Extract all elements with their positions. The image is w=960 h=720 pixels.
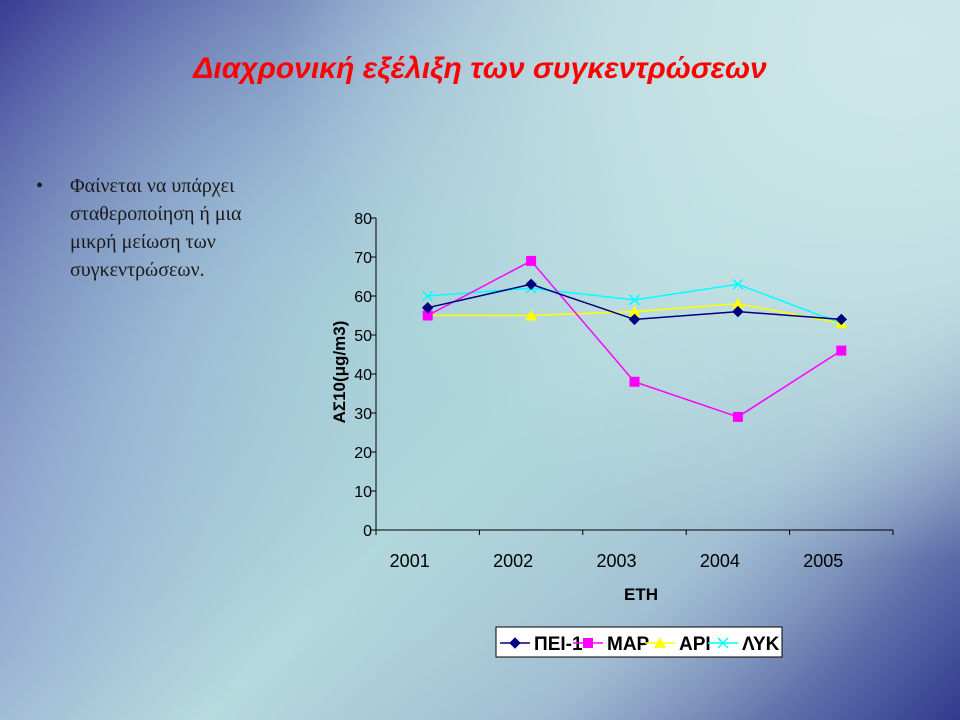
legend-label: ΠΕΙ-1 (534, 634, 583, 655)
x-tick-label: 2002 (493, 551, 533, 571)
data-point (835, 313, 848, 326)
x-tick-label: 2005 (803, 551, 843, 571)
data-point (732, 305, 744, 318)
bullet-list: • Φαίνεται να υπάρχει σταθεροποίηση ή μι… (36, 172, 286, 284)
legend-label: ΑΡΙ (679, 634, 711, 655)
bullet-dot-icon: • (36, 175, 44, 197)
series-ΜΑΡ (422, 255, 847, 422)
data-point (628, 305, 641, 317)
legend-entry: ΛΥΚ (708, 634, 780, 655)
x-tick-label: 2004 (700, 551, 740, 571)
bullet-text: Φαίνεται να υπάρχει σταθεροποίηση ή μια … (70, 175, 242, 281)
legend-marker (654, 637, 666, 648)
slide-title: Διαχρονική εξέλιξη των συγκεντρώσεων (193, 52, 767, 85)
x-tick-label: 2001 (390, 551, 430, 571)
y-tick-label: 60 (354, 289, 372, 306)
legend-marker (717, 637, 729, 649)
y-tick-label: 10 (354, 484, 372, 501)
series-line (427, 259, 842, 418)
legend-label: ΛΥΚ (742, 634, 780, 655)
legend-box (495, 626, 783, 658)
y-axis-title: ΑΣ10(μg/m3) (330, 321, 349, 424)
data-point (422, 290, 434, 302)
legend: ΠΕΙ-1 ΜΑΡ ΑΡΙ ΛΥΚ (495, 626, 783, 658)
x-axis: 2001 2002 2003 2004 2005 (375, 529, 894, 571)
bullet-item: • Φαίνεται να υπάρχει σταθεροποίηση ή μι… (36, 172, 286, 284)
data-point (422, 310, 433, 321)
plot-area (421, 255, 848, 422)
x-tick-label: 2003 (596, 551, 636, 571)
data-point (732, 278, 744, 290)
y-tick-label: 70 (354, 250, 372, 267)
legend-entry: ΑΡΙ (645, 634, 711, 655)
legend-entry: ΠΕΙ-1 (500, 634, 583, 655)
y-tick-label: 30 (354, 406, 372, 423)
y-tick-label: 50 (354, 328, 372, 345)
y-tick-label: 40 (354, 367, 372, 384)
data-point (732, 411, 743, 422)
series-ΠΕΙ-1 (421, 278, 848, 326)
data-point (628, 294, 641, 306)
legend-marker (583, 638, 593, 648)
data-point (525, 309, 538, 321)
legend-entry: ΜΑΡ (573, 634, 650, 655)
y-tick-label: 20 (354, 445, 372, 462)
data-point (525, 278, 537, 291)
data-point (421, 301, 434, 314)
legend-label: ΜΑΡ (607, 634, 650, 655)
data-point (731, 297, 744, 309)
x-axis-title: ΕΤΗ (624, 585, 658, 604)
data-point (628, 313, 641, 326)
data-point (836, 345, 847, 356)
data-point (629, 376, 640, 387)
y-axis: 0 10 20 30 40 50 60 70 80 (354, 211, 377, 540)
legend-marker (509, 637, 521, 649)
y-tick-label: 0 (363, 523, 372, 540)
y-tick-label: 80 (354, 211, 372, 228)
data-point (526, 255, 537, 266)
y-axis-title-text: ΑΣ10(μg/m3) (330, 321, 349, 424)
